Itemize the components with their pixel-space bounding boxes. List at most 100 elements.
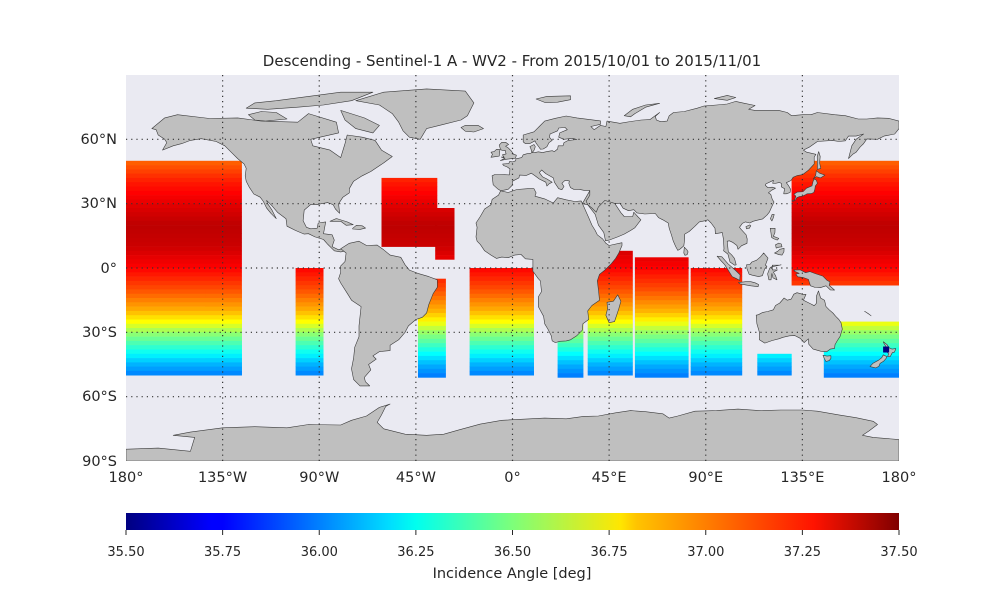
swath-cell — [126, 302, 242, 307]
swath-cell — [634, 308, 689, 314]
landmass — [245, 91, 374, 110]
swath-cell — [126, 293, 242, 299]
swath-cell — [587, 323, 633, 329]
swath-cell — [126, 336, 242, 342]
swath-cell — [791, 268, 899, 273]
swath-cell — [295, 276, 324, 282]
swath-cell — [587, 336, 633, 342]
swath-cell — [823, 368, 899, 374]
swath — [690, 268, 743, 376]
swath-cell — [791, 216, 899, 222]
longitude-labels: 180° 135°W 90°W 45°W 0° 45°E 90°E 135°E … — [109, 470, 917, 486]
swath-cell — [587, 293, 633, 299]
swath-cell — [634, 325, 689, 331]
swath-cell — [791, 203, 899, 209]
swath-cell — [295, 268, 324, 273]
swath-cell — [469, 336, 534, 342]
swath-cell — [791, 220, 899, 226]
swath-cell — [205, 370, 242, 376]
swath-cell — [435, 242, 455, 247]
swath-cell — [634, 364, 689, 370]
swath-cell — [126, 310, 242, 316]
swath-cell — [126, 233, 242, 239]
swath-cell — [126, 177, 242, 183]
swath-cell — [381, 190, 438, 196]
swath-cell — [791, 195, 899, 200]
swath-cell — [757, 366, 792, 372]
landmass — [769, 228, 780, 241]
swath-cell — [435, 216, 455, 222]
swath-cell — [690, 298, 743, 303]
swath-cell — [205, 362, 242, 367]
swath-cell — [381, 199, 438, 204]
swath-cell — [690, 370, 743, 376]
swath-cell — [126, 370, 242, 376]
swath-cell — [469, 353, 534, 359]
swath-cell — [757, 353, 792, 359]
landmass — [869, 354, 888, 369]
swath-cell — [791, 165, 899, 170]
swath-cell — [690, 332, 743, 337]
swath-cell — [381, 229, 438, 234]
swath-cell — [469, 358, 534, 363]
swath-cell — [126, 340, 242, 346]
swath-cell — [295, 345, 324, 350]
landmass — [774, 248, 785, 256]
swath-cell — [418, 373, 446, 378]
swath-cell — [295, 358, 324, 363]
swath-cell — [587, 285, 633, 290]
landmass — [491, 101, 899, 266]
swath-cell — [823, 334, 899, 340]
swath-cell — [295, 289, 324, 294]
swath-cell — [205, 349, 242, 355]
colorbar-tick-label: 36.25 — [397, 545, 434, 560]
landmass — [248, 111, 288, 122]
landmass — [475, 188, 623, 343]
swath-cell — [126, 199, 242, 204]
swath-cell — [435, 225, 455, 230]
swath-cell — [295, 310, 324, 316]
swath-cell — [557, 360, 584, 365]
colorbar-tick-label: 35.50 — [107, 545, 144, 560]
swath-cell — [823, 355, 899, 361]
swath-cell — [381, 186, 438, 192]
swath-cell — [126, 366, 242, 372]
swath-cell — [205, 315, 242, 320]
swath-cell — [587, 276, 633, 282]
outlier-cell — [883, 346, 890, 353]
swath-cell — [690, 349, 743, 355]
swath-cell — [295, 340, 324, 346]
swath-cell — [791, 280, 899, 286]
swath-cell — [381, 195, 438, 200]
swath-cell — [418, 317, 446, 322]
swath-cell — [126, 216, 242, 222]
swath-cell — [295, 332, 324, 337]
swath-cell — [205, 302, 242, 307]
swath-cell — [295, 319, 324, 325]
landmass — [605, 294, 622, 324]
swath-cell — [791, 225, 899, 230]
lat-label: 90°S — [82, 454, 117, 470]
swath-cell — [690, 328, 743, 333]
landmass — [812, 170, 826, 180]
swath-cell — [418, 364, 446, 370]
swath-cell — [791, 238, 899, 243]
swath-cell — [126, 195, 242, 200]
swath-cell — [690, 306, 743, 312]
swath-cell — [418, 295, 446, 301]
landmass — [816, 151, 822, 170]
swath-cell — [791, 177, 899, 183]
swath-cell — [634, 338, 689, 344]
swath-cell — [205, 289, 242, 294]
swath-cell — [469, 332, 534, 337]
swath-cell — [126, 276, 242, 282]
swath-cell — [205, 336, 242, 342]
swath-cell — [469, 289, 534, 294]
swath-cell — [557, 355, 584, 361]
swath-cell — [126, 242, 242, 247]
swath-cell — [634, 300, 689, 305]
lon-label: 45°E — [592, 470, 627, 486]
swath-cell — [823, 330, 899, 335]
swath-cell — [126, 323, 242, 329]
swath-cell — [791, 255, 899, 260]
